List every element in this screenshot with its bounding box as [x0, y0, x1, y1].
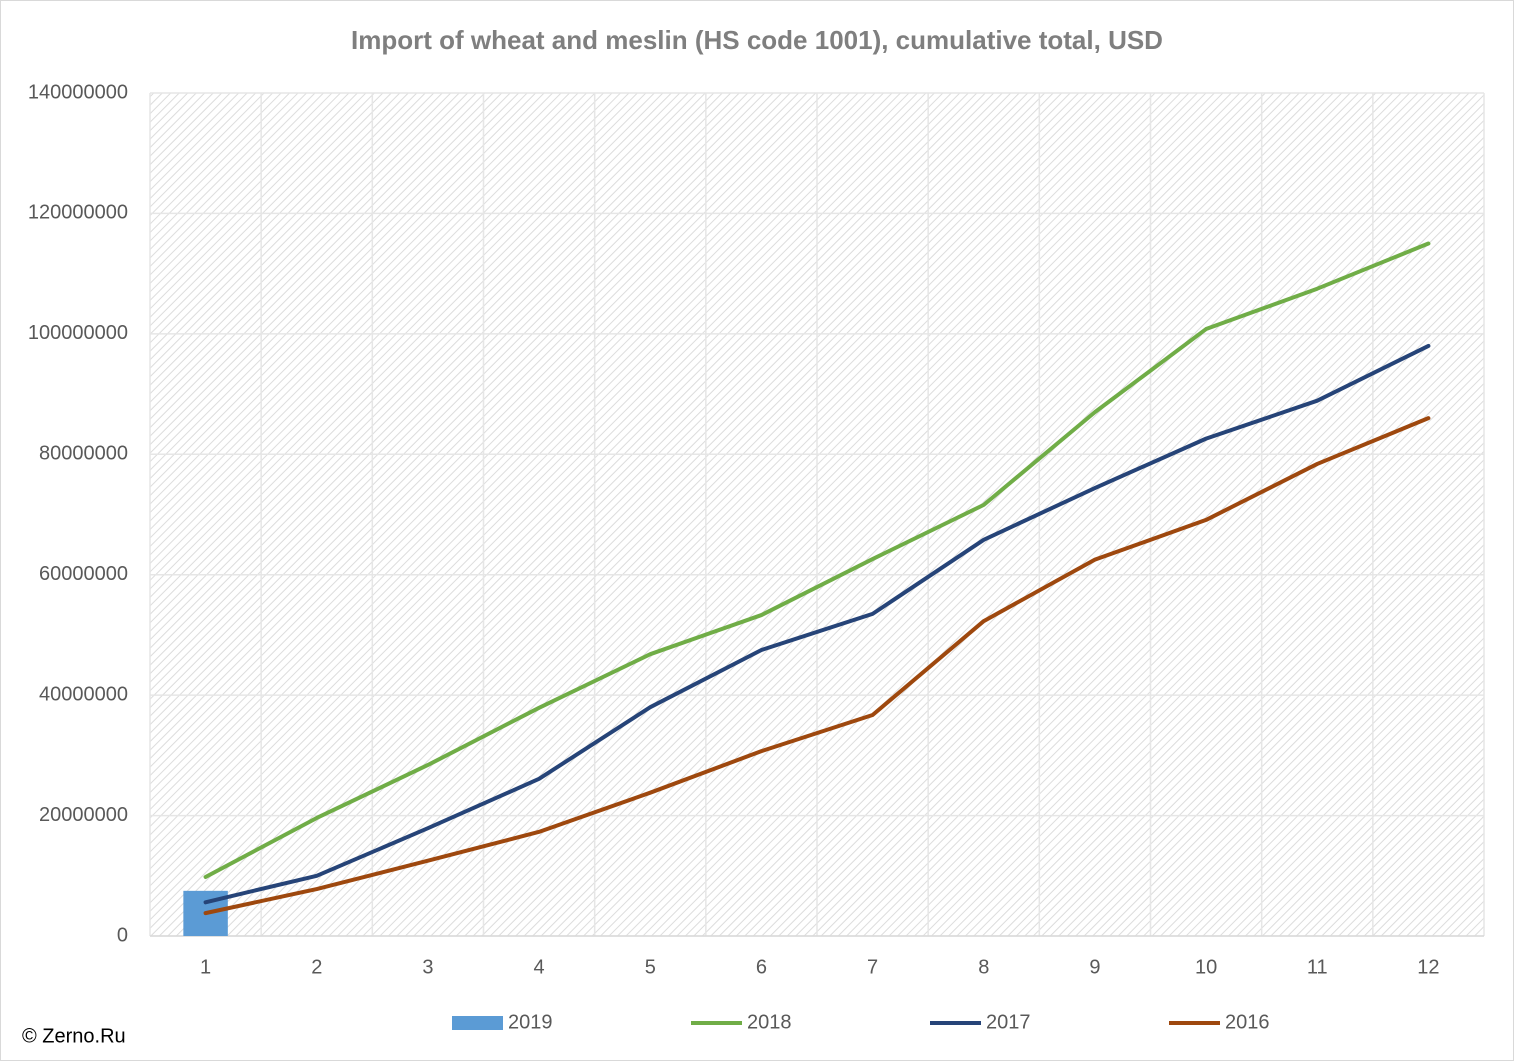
y-tick-label: 0 [117, 924, 128, 946]
legend-label: 2019 [508, 1011, 553, 1033]
y-tick-label: 20000000 [39, 804, 128, 826]
y-tick-label: 100000000 [28, 322, 128, 344]
x-tick-label: 9 [1089, 956, 1100, 978]
x-tick-label: 1 [200, 956, 211, 978]
line [203, 416, 1431, 916]
footer: © Zerno.Ru [22, 1025, 126, 1047]
x-tick-label: 7 [867, 956, 878, 978]
y-tick-label: 40000000 [39, 683, 128, 705]
legend-swatch [452, 1016, 503, 1030]
legend-label: 2017 [986, 1011, 1031, 1033]
x-tick-label: 2 [311, 956, 322, 978]
x-tick-label: 6 [756, 956, 767, 978]
legend-label: 2016 [1225, 1011, 1270, 1033]
x-tick-label: 10 [1195, 956, 1217, 978]
y-tick-label: 80000000 [39, 443, 128, 465]
line [203, 343, 1431, 905]
y-tick-label: 60000000 [39, 563, 128, 585]
x-tick-label: 8 [978, 956, 989, 978]
x-tick-label: 11 [1307, 956, 1328, 978]
legend-label: 2018 [747, 1011, 792, 1033]
line [203, 241, 1431, 879]
x-tick-label: 4 [534, 956, 545, 978]
y-tick-label: 140000000 [28, 81, 128, 103]
x-tick-label: 5 [645, 956, 656, 978]
chart-title: Import of wheat and meslin (HS code 1001… [351, 25, 1163, 55]
y-tick-label: 120000000 [28, 202, 128, 224]
x-tick-label: 3 [422, 956, 433, 978]
x-tick-label: 12 [1417, 956, 1439, 978]
